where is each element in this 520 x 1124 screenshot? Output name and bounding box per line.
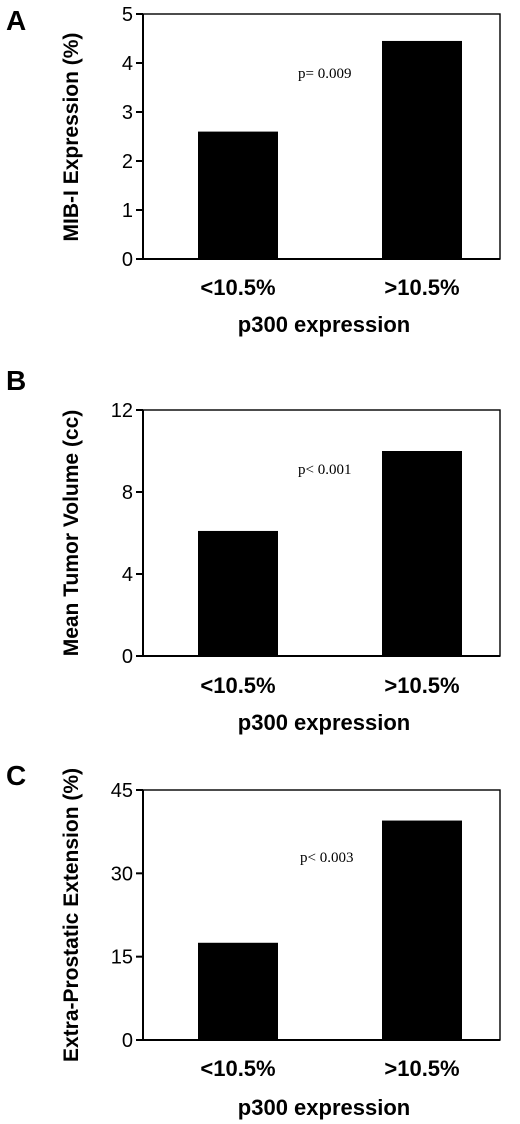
panel-a-bar-1 xyxy=(382,40,462,260)
panel-a-ytick-label-2: 2 xyxy=(122,151,133,173)
panel-b-letter: B xyxy=(6,365,26,396)
panel-a-category-label-0: <10.5% xyxy=(200,275,275,300)
panel-a-ytick-label-3: 3 xyxy=(122,102,133,124)
panel-b-category-label-1: >10.5% xyxy=(384,673,459,698)
panel-c-ytick-label-1: 15 xyxy=(111,947,133,969)
panel-a-yticks: 0 1 2 3 4 5 xyxy=(122,4,143,271)
panel-c-categories: <10.5% >10.5% xyxy=(200,1056,459,1081)
panel-b-ylabel: Mean Tumor Volume (cc) xyxy=(60,410,83,657)
panel-a-categories: <10.5% >10.5% xyxy=(200,275,459,300)
panel-c-letter: C xyxy=(6,760,26,791)
panel-a-ytick-label-4: 4 xyxy=(122,53,133,75)
panel-c-ytick-label-2: 30 xyxy=(111,863,133,885)
panel-b-bars xyxy=(198,451,462,656)
panel-c-ytick-label-3: 45 xyxy=(111,780,133,802)
panel-b-yticks: 0 4 8 12 xyxy=(111,400,143,668)
panel-b-bar-1 xyxy=(382,451,462,656)
panel-b-ytick-label-0: 0 xyxy=(122,646,133,668)
panel-b-bar-0 xyxy=(198,530,278,656)
panel-b-xlabel: p300 expression xyxy=(238,710,410,735)
panel-a-xlabel: p300 expression xyxy=(238,312,410,337)
panel-a-annotation: p= 0.009 xyxy=(298,66,351,82)
panel-a-letter: A xyxy=(6,5,26,36)
panel-c-bars xyxy=(198,820,462,1040)
panel-a-ytick-label-1: 1 xyxy=(122,200,133,222)
panel-a-category-label-1: >10.5% xyxy=(384,275,459,300)
panel-b-category-label-0: <10.5% xyxy=(200,673,275,698)
panel-a-ytick-label-5: 5 xyxy=(122,4,133,26)
panel-a-ylabel: MIB-I Expression (%) xyxy=(60,33,83,242)
panel-c-yticks: 0 15 30 45 xyxy=(111,780,143,1052)
panel-c-category-label-1: >10.5% xyxy=(384,1056,459,1081)
panel-b-annotation: p< 0.001 xyxy=(298,462,351,478)
panel-c-ylabel: Extra-Prostatic Extension (%) xyxy=(60,768,83,1062)
panel-c-bar-1 xyxy=(382,820,462,1040)
panel-b-ytick-label-2: 8 xyxy=(122,482,133,504)
panel-b-ytick-label-3: 12 xyxy=(111,400,133,422)
panel-a-ytick-label-0: 0 xyxy=(122,249,133,271)
panel-c-bar-0 xyxy=(198,942,278,1040)
panel-c-xlabel: p300 expression xyxy=(238,1095,410,1120)
panel-c-annotation: p< 0.003 xyxy=(300,850,353,866)
panel-b-categories: <10.5% >10.5% xyxy=(200,673,459,698)
panel-c-ytick-label-0: 0 xyxy=(122,1030,133,1052)
panel-b-ytick-label-1: 4 xyxy=(122,564,133,586)
panel-a-bars xyxy=(198,40,462,260)
panel-b: B 0 4 8 12 <10.5% >10.5% p< 0.001 Mean Tumor… xyxy=(6,365,501,735)
panel-a: A 0 1 2 3 4 5 <10.5% >10.5% p= 0.009 MIB-I Exp… xyxy=(6,4,501,337)
panel-c: C 0 15 30 45 <10.5% >10.5% p< 0.003 Extra-Pr… xyxy=(6,760,501,1120)
panel-c-category-label-0: <10.5% xyxy=(200,1056,275,1081)
panel-a-bar-0 xyxy=(198,131,278,259)
